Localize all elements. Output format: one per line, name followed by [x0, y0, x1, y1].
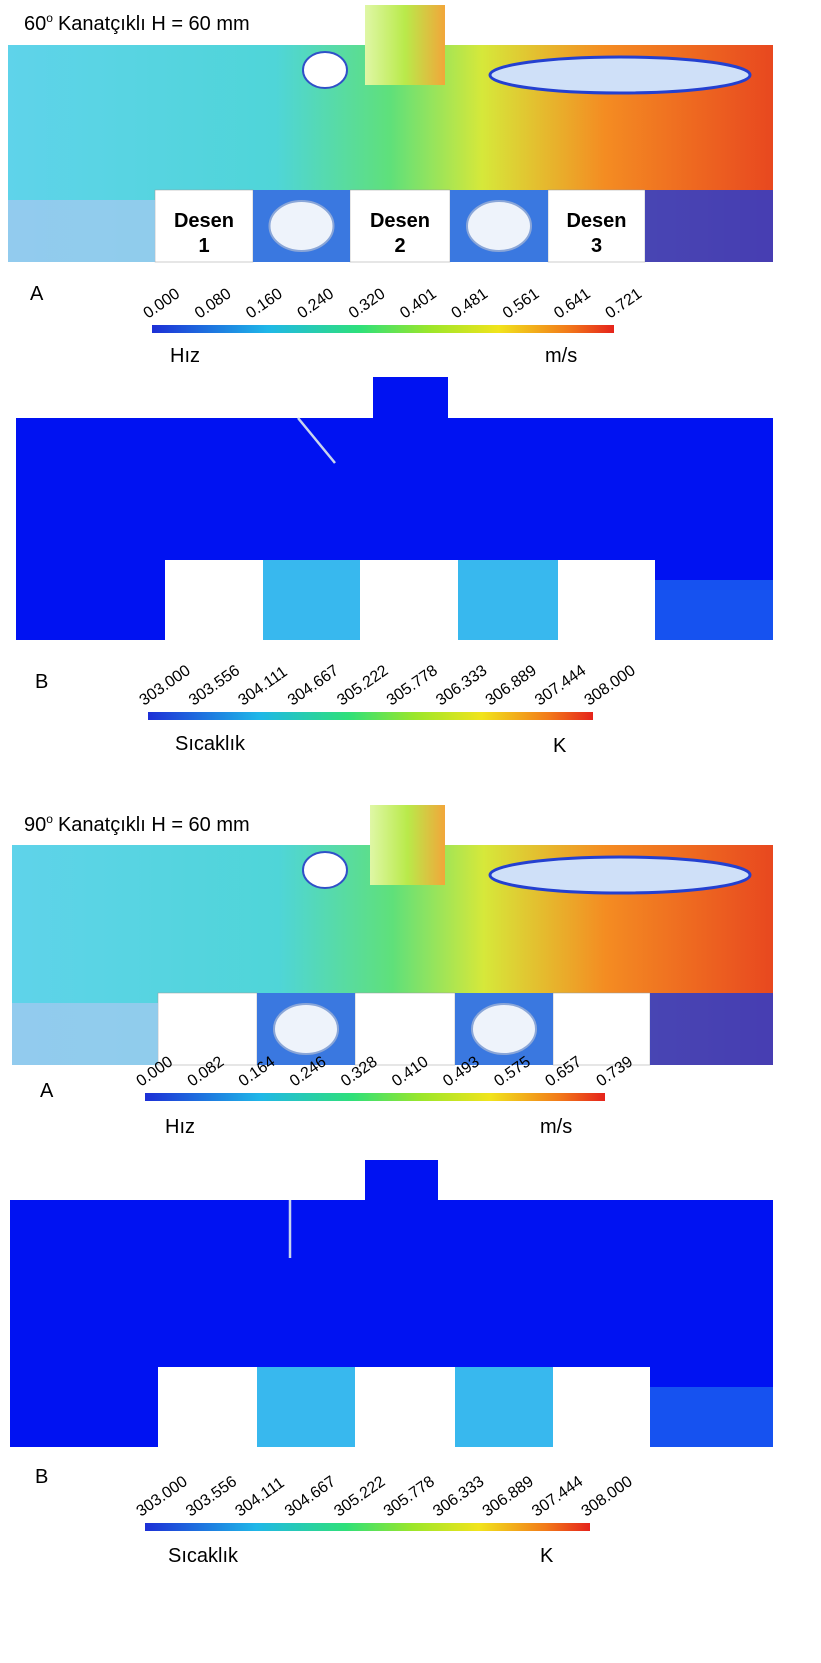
warm-cavity	[263, 560, 360, 640]
page: 60oKanatçıklı H = 60 mm Desen 1 Desen 2 Desen…	[0, 0, 821, 1663]
colorbar-tick-label: 0.240	[295, 285, 338, 322]
colorbar-tick-label: 0.721	[603, 285, 646, 322]
pattern-name: Desen	[370, 210, 430, 232]
unit-label: m/s	[545, 345, 577, 367]
colorbar-tick-label: 304.667	[282, 1473, 339, 1520]
unit-label: m/s	[540, 1116, 572, 1138]
panel-label: B	[35, 1466, 48, 1488]
inlet-flow	[370, 805, 445, 885]
pattern-name: Desen	[566, 210, 626, 232]
solid-block	[553, 993, 650, 1065]
solid-block	[558, 560, 655, 640]
colorbar-tick-label: 0.481	[449, 285, 492, 322]
solid-block	[553, 1367, 650, 1447]
colorbar-tick-label: 0.641	[551, 285, 594, 322]
corner-vortex	[8, 200, 155, 262]
recirculation	[303, 52, 347, 88]
solid-block	[360, 560, 458, 640]
solid-block	[355, 1367, 455, 1447]
colorbar-tick-label: 306.889	[483, 662, 540, 709]
colorbar-tick-label: 305.778	[381, 1473, 438, 1520]
colorbar-tick-label: 306.333	[430, 1473, 487, 1520]
solid-block	[165, 560, 263, 640]
figure: 60oKanatçıklı H = 60 mm Desen 1 Desen 2 Desen…	[0, 0, 821, 1663]
pattern-number: 1	[198, 235, 209, 257]
panel-label: A	[30, 283, 44, 305]
colorbar-tick-label: 308.000	[582, 662, 639, 709]
quantity-label: Hız	[165, 1116, 195, 1138]
quantity-label: Hız	[170, 345, 200, 367]
temperature-inlet	[373, 377, 448, 419]
colorbar-tick-label: 0.561	[500, 285, 543, 322]
cavity-vortex	[274, 1004, 338, 1054]
colorbar-tick-label: 303.556	[186, 662, 243, 709]
warm-wake	[650, 1387, 773, 1447]
colorbar-tick-label: 303.000	[134, 1473, 191, 1520]
colorbar-tick-label: 304.111	[235, 663, 290, 709]
warm-cavity	[458, 560, 558, 640]
temperature-inlet	[365, 1160, 438, 1201]
colorbar	[145, 1523, 590, 1531]
colorbar-tick-label: 0.160	[243, 285, 286, 322]
unit-label: K	[540, 1545, 554, 1567]
colorbar-tick-label: 0.000	[141, 285, 184, 322]
solid-block	[158, 1367, 257, 1447]
pattern-number: 2	[394, 235, 405, 257]
colorbar-tick-label: 303.000	[137, 662, 194, 709]
pattern-name: Desen	[174, 210, 234, 232]
cavity-vortex	[270, 201, 334, 251]
colorbar-tick-label: 307.444	[529, 1473, 586, 1520]
warm-cavity	[257, 1367, 355, 1447]
colorbar-tick-label: 305.778	[384, 662, 441, 709]
corner-vortex	[645, 190, 773, 262]
colorbar-tick-label: 303.556	[183, 1473, 240, 1520]
colorbar-tick-label: 305.222	[331, 1473, 388, 1520]
solid-block	[158, 993, 257, 1065]
panel-label: B	[35, 671, 48, 693]
cavity-vortex	[472, 1004, 536, 1054]
corner-vortex	[12, 1003, 158, 1065]
colorbar-tick-label: 308.000	[579, 1473, 636, 1520]
quantity-label: Sıcaklık	[175, 733, 246, 755]
colorbar	[148, 712, 593, 720]
colorbar-tick-label: 304.667	[285, 662, 342, 709]
quantity-label: Sıcaklık	[168, 1545, 239, 1567]
recirculation	[490, 57, 750, 93]
warm-wake	[655, 580, 773, 640]
colorbar-tick-label: 0.320	[346, 285, 389, 322]
unit-label: K	[553, 735, 567, 757]
colorbar-tick-label: 0.080	[192, 285, 235, 322]
colorbar-tick-label: 0.401	[397, 285, 440, 322]
corner-vortex	[650, 993, 773, 1065]
colorbar-tick-label: 304.111	[232, 1474, 287, 1520]
colorbar-tick-label: 307.444	[532, 662, 589, 709]
recirculation	[490, 857, 750, 893]
recirculation	[303, 852, 347, 888]
colorbar-tick-label: 305.222	[334, 662, 391, 709]
pattern-number: 3	[591, 235, 602, 257]
cavity-vortex	[467, 201, 531, 251]
colorbar	[145, 1093, 605, 1101]
colorbar-tick-label: 306.333	[433, 662, 490, 709]
colorbar	[152, 325, 614, 333]
inlet-flow	[365, 5, 445, 85]
warm-cavity	[455, 1367, 553, 1447]
colorbar-tick-label: 306.889	[480, 1473, 537, 1520]
panel-label: A	[40, 1080, 54, 1102]
